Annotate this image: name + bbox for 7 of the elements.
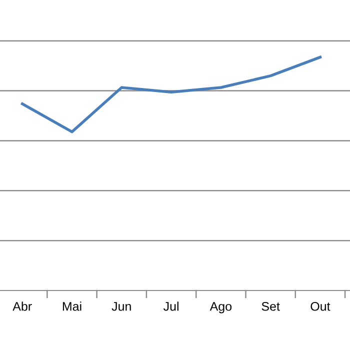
x-tick-label: Out	[310, 302, 330, 311]
x-tick-label: Mai	[62, 302, 82, 311]
x-tick-label: Abr	[12, 302, 32, 311]
x-tick-label: Ago	[210, 302, 232, 314]
x-tick-label: Jul	[163, 302, 178, 311]
x-tick-label: Set	[262, 302, 280, 311]
x-tick-label: Jun	[112, 302, 131, 311]
